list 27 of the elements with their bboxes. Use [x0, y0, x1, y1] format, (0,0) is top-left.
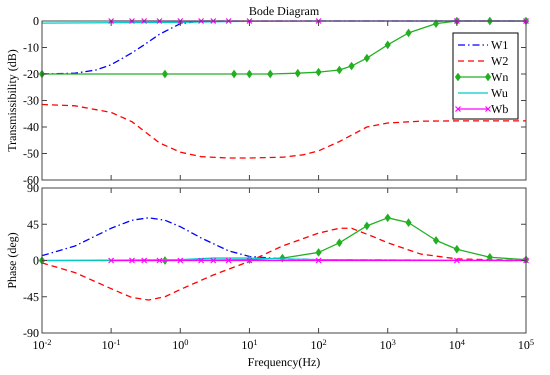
y-tick-label: -45	[23, 290, 39, 304]
y-tick-label: -50	[23, 146, 39, 160]
y-axis-title: Phase (deg)	[5, 232, 19, 289]
y-tick-label: -40	[23, 120, 39, 134]
y-tick-label: -20	[23, 67, 39, 81]
x-tick-label: 10$^{-1}$	[102, 338, 121, 352]
legend-label: Wn	[491, 70, 508, 84]
legend-label: W1	[491, 38, 508, 52]
x-tick-label: 10$^{1}$	[241, 338, 258, 352]
y-tick-label: 0	[33, 254, 39, 268]
y-tick-label: -90	[23, 326, 39, 340]
x-axis-title: Frequency(Hz)	[248, 355, 320, 369]
chart-title: Bode Diagram	[248, 4, 320, 18]
legend-label: W2	[491, 54, 508, 68]
x-tick-label: 10$^{4}$	[448, 338, 466, 352]
x-tick-label: 10$^{3}$	[380, 338, 396, 352]
legend-label: Wb	[491, 102, 508, 116]
y-tick-label: 0	[33, 14, 39, 28]
y-tick-label: -10	[23, 40, 39, 54]
x-tick-label: 10$^{5}$	[518, 338, 534, 352]
y-axis-title: Transmissibility (dB)	[5, 49, 19, 152]
x-tick-label: 10$^{2}$	[310, 338, 327, 352]
legend-label: Wu	[491, 86, 508, 100]
y-tick-label: -30	[23, 94, 39, 108]
y-tick-label: 45	[27, 217, 39, 232]
x-tick-label: 10$^{-2}$	[32, 338, 52, 352]
x-tick-label: 10$^{0}$	[172, 338, 188, 352]
